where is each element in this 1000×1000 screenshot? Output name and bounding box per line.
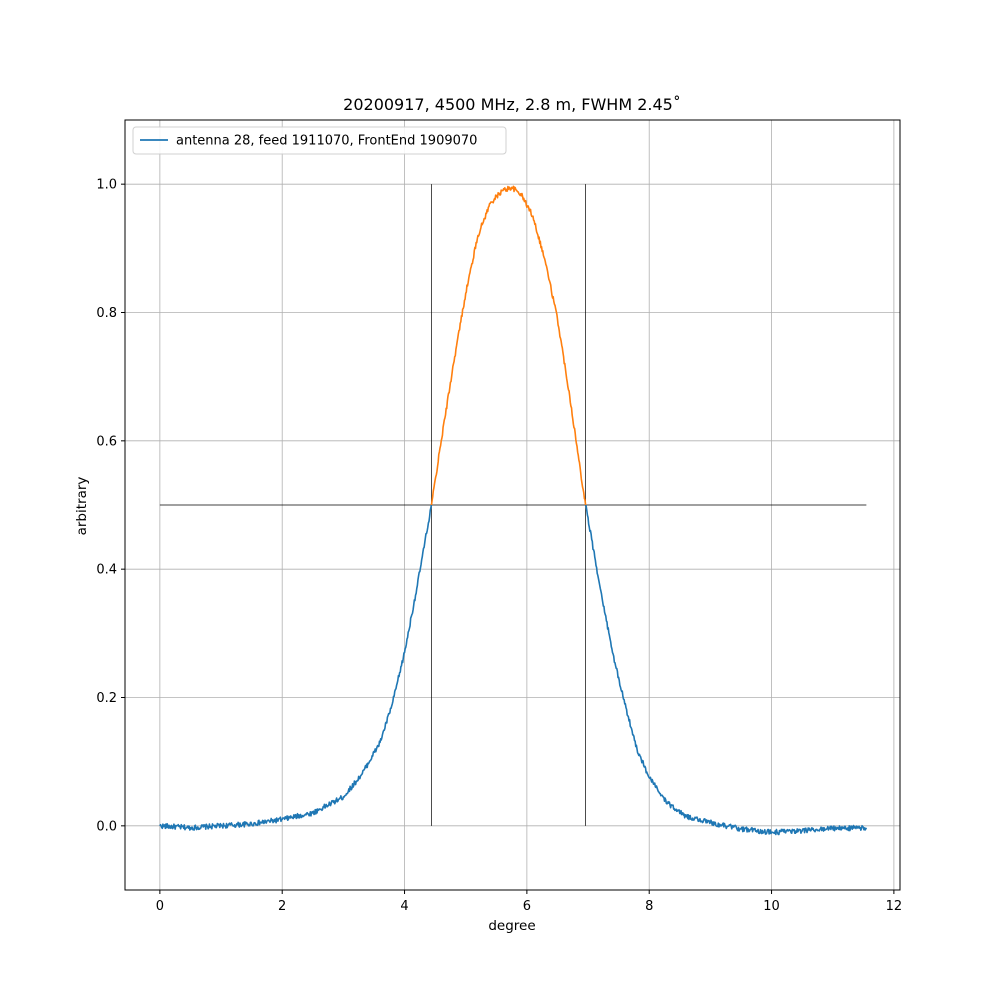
x-tick-label-4: 8 (645, 899, 653, 914)
axes-frame (124, 119, 901, 891)
x-tick-label-6: 12 (886, 899, 903, 914)
y-tick-label-0: 0.0 (96, 819, 117, 834)
x-tick-label-0: 0 (156, 899, 164, 914)
y-tick-label-1: 0.2 (96, 691, 117, 706)
chart-title: 20200917, 4500 MHz, 2.8 m, FWHM 2.45˚ (343, 95, 681, 114)
y-axis-title: arbitrary (74, 477, 90, 536)
series-line-0-right (584, 504, 868, 836)
legend: antenna 28, feed 1911070, FrontEnd 19090… (132, 126, 507, 155)
y-tick-label-5: 1.0 (96, 178, 117, 193)
x-axis-title: degree (488, 918, 535, 934)
x-tick-label-3: 6 (523, 899, 531, 914)
series-line-0-left (159, 504, 433, 831)
x-tick-label-1: 2 (278, 899, 286, 914)
y-tick-label-2: 0.4 (96, 563, 117, 578)
legend-label: antenna 28, feed 1911070, FrontEnd 19090… (176, 134, 477, 149)
plot-area: 0 2 4 6 8 10 12 0.0 0.2 0.4 0.6 0.8 1.0 antenna 28, f… (96, 119, 903, 914)
y-tick-label-3: 0.6 (96, 434, 117, 449)
legend-box (132, 126, 507, 155)
x-tick-label-5: 10 (763, 899, 780, 914)
series-line-1 (430, 185, 587, 506)
y-tick-label-4: 0.8 (96, 306, 117, 321)
x-tick-label-2: 4 (400, 899, 408, 914)
